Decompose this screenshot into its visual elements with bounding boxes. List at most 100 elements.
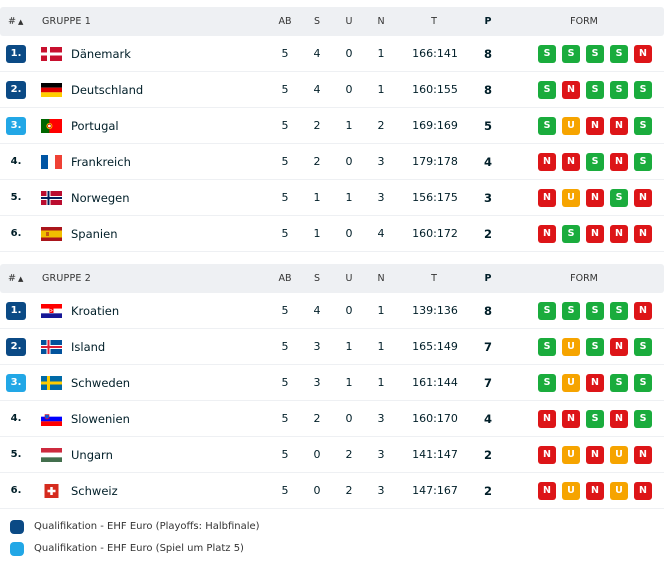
points-header[interactable]: P	[484, 16, 492, 27]
draws-header[interactable]: U	[345, 273, 353, 284]
form-badge[interactable]: S	[610, 189, 628, 207]
table-row[interactable]: 2. Deutschland 5 4 0 1 160:155 8 S N S S S	[0, 72, 664, 108]
form-badge[interactable]: S	[538, 374, 556, 392]
form-badge[interactable]: S	[634, 410, 652, 428]
form-badge[interactable]: N	[610, 410, 628, 428]
team-name[interactable]: Island	[71, 340, 106, 354]
team-name[interactable]: Dänemark	[71, 47, 131, 61]
form-badge[interactable]: S	[586, 338, 604, 356]
team-name[interactable]: Schweiz	[71, 484, 118, 498]
form-badge[interactable]: S	[586, 410, 604, 428]
form-badge[interactable]: U	[562, 446, 580, 464]
form-badge[interactable]: N	[562, 153, 580, 171]
form-badge[interactable]: S	[610, 45, 628, 63]
form-badge[interactable]: S	[634, 374, 652, 392]
form-badge[interactable]: N	[538, 153, 556, 171]
form-badge[interactable]: S	[538, 81, 556, 99]
form-badge[interactable]: S	[586, 302, 604, 320]
form-badge[interactable]: U	[562, 189, 580, 207]
rank-header[interactable]: # ▲	[8, 273, 23, 285]
team-name[interactable]: Schweden	[71, 376, 131, 390]
form-badge[interactable]: S	[634, 338, 652, 356]
form-badge[interactable]: N	[586, 482, 604, 500]
losses-header[interactable]: N	[377, 16, 385, 27]
wins-header[interactable]: S	[313, 273, 321, 284]
form-badge[interactable]: N	[586, 446, 604, 464]
form-badge[interactable]: N	[538, 482, 556, 500]
table-row[interactable]: 4. Frankreich 5 2 0 3 179:178 4 N N S N S	[0, 144, 664, 180]
games-header[interactable]: AB	[278, 16, 292, 27]
points-header[interactable]: P	[484, 273, 492, 284]
form-badge[interactable]: S	[538, 338, 556, 356]
form-badge[interactable]: U	[562, 482, 580, 500]
goals-header[interactable]: T	[431, 16, 437, 27]
table-row[interactable]: 6. Spanien 5 1 0 4 160:172 2 N S N N N	[0, 216, 664, 252]
form-badge[interactable]: U	[562, 374, 580, 392]
form-badge[interactable]: S	[586, 81, 604, 99]
form-badge[interactable]: N	[610, 153, 628, 171]
form-badge[interactable]: N	[538, 189, 556, 207]
form-badge[interactable]: U	[610, 446, 628, 464]
team-name[interactable]: Slowenien	[71, 412, 130, 426]
form-badge[interactable]: S	[562, 225, 580, 243]
form-badge[interactable]: S	[586, 45, 604, 63]
table-row[interactable]: 3. Portugal 5 2 1 2 169:169 5 S U N N S	[0, 108, 664, 144]
form-badge[interactable]: S	[538, 45, 556, 63]
losses-header[interactable]: N	[377, 273, 385, 284]
form-badge[interactable]: S	[610, 81, 628, 99]
goals-header[interactable]: T	[431, 273, 437, 284]
form-badge[interactable]: U	[610, 482, 628, 500]
points: 7	[483, 376, 492, 390]
table-row[interactable]: 1. Dänemark 5 4 0 1 166:141 8 S S S S N	[0, 36, 664, 72]
form-badge[interactable]: N	[634, 225, 652, 243]
form-badge[interactable]: N	[586, 117, 604, 135]
form-badge[interactable]: N	[634, 45, 652, 63]
form-badge[interactable]: S	[562, 302, 580, 320]
games-header[interactable]: AB	[278, 273, 292, 284]
form-badge[interactable]: N	[634, 302, 652, 320]
draws: 2	[345, 484, 353, 497]
team-name[interactable]: Portugal	[71, 119, 119, 133]
form-badge[interactable]: S	[586, 153, 604, 171]
form-badge[interactable]: N	[586, 225, 604, 243]
form-badge[interactable]: N	[610, 338, 628, 356]
table-row[interactable]: 6. Schweiz 5 0 2 3 147:167 2 N U N U N	[0, 473, 664, 509]
form-badge[interactable]: S	[634, 153, 652, 171]
form-badge[interactable]: S	[634, 81, 652, 99]
form-badge[interactable]: N	[562, 410, 580, 428]
form-badge[interactable]: S	[634, 117, 652, 135]
draws-header[interactable]: U	[345, 16, 353, 27]
team-name[interactable]: Spanien	[71, 227, 118, 241]
form-badge[interactable]: N	[634, 189, 652, 207]
rank-header[interactable]: # ▲	[8, 16, 23, 28]
form-badge[interactable]: N	[538, 225, 556, 243]
table-row[interactable]: 5. Norwegen 5 1 1 3 156:175 3 N U N S N	[0, 180, 664, 216]
form-badge[interactable]: S	[538, 302, 556, 320]
team-name[interactable]: Deutschland	[71, 83, 144, 97]
table-row[interactable]: 3. Schweden 5 3 1 1 161:144 7 S U N S S	[0, 365, 664, 401]
form-badge[interactable]: N	[586, 374, 604, 392]
form-badge[interactable]: N	[634, 446, 652, 464]
form-badge[interactable]: N	[610, 117, 628, 135]
team-name[interactable]: Kroatien	[71, 304, 120, 318]
wins-header[interactable]: S	[313, 16, 321, 27]
team-name[interactable]: Norwegen	[71, 191, 130, 205]
table-row[interactable]: 4. Slowenien 5 2 0 3 160:170 4 N N S N S	[0, 401, 664, 437]
team-name[interactable]: Ungarn	[71, 448, 113, 462]
form-badge[interactable]: U	[562, 338, 580, 356]
form-badge[interactable]: N	[562, 81, 580, 99]
form-badge[interactable]: N	[538, 446, 556, 464]
form-badge[interactable]: N	[538, 410, 556, 428]
table-row[interactable]: 1. Kroatien 5 4 0 1 139:136 8 S S S S N	[0, 293, 664, 329]
team-name[interactable]: Frankreich	[71, 155, 131, 169]
form-badge[interactable]: S	[610, 302, 628, 320]
form-badge[interactable]: N	[586, 189, 604, 207]
form-badge[interactable]: S	[562, 45, 580, 63]
form-badge[interactable]: N	[610, 225, 628, 243]
form-badge[interactable]: U	[562, 117, 580, 135]
form-badge[interactable]: S	[538, 117, 556, 135]
form-badge[interactable]: S	[610, 374, 628, 392]
form-badge[interactable]: N	[634, 482, 652, 500]
table-row[interactable]: 5. Ungarn 5 0 2 3 141:147 2 N U N U N	[0, 437, 664, 473]
table-row[interactable]: 2. Island 5 3 1 1 165:149 7 S U S N S	[0, 329, 664, 365]
